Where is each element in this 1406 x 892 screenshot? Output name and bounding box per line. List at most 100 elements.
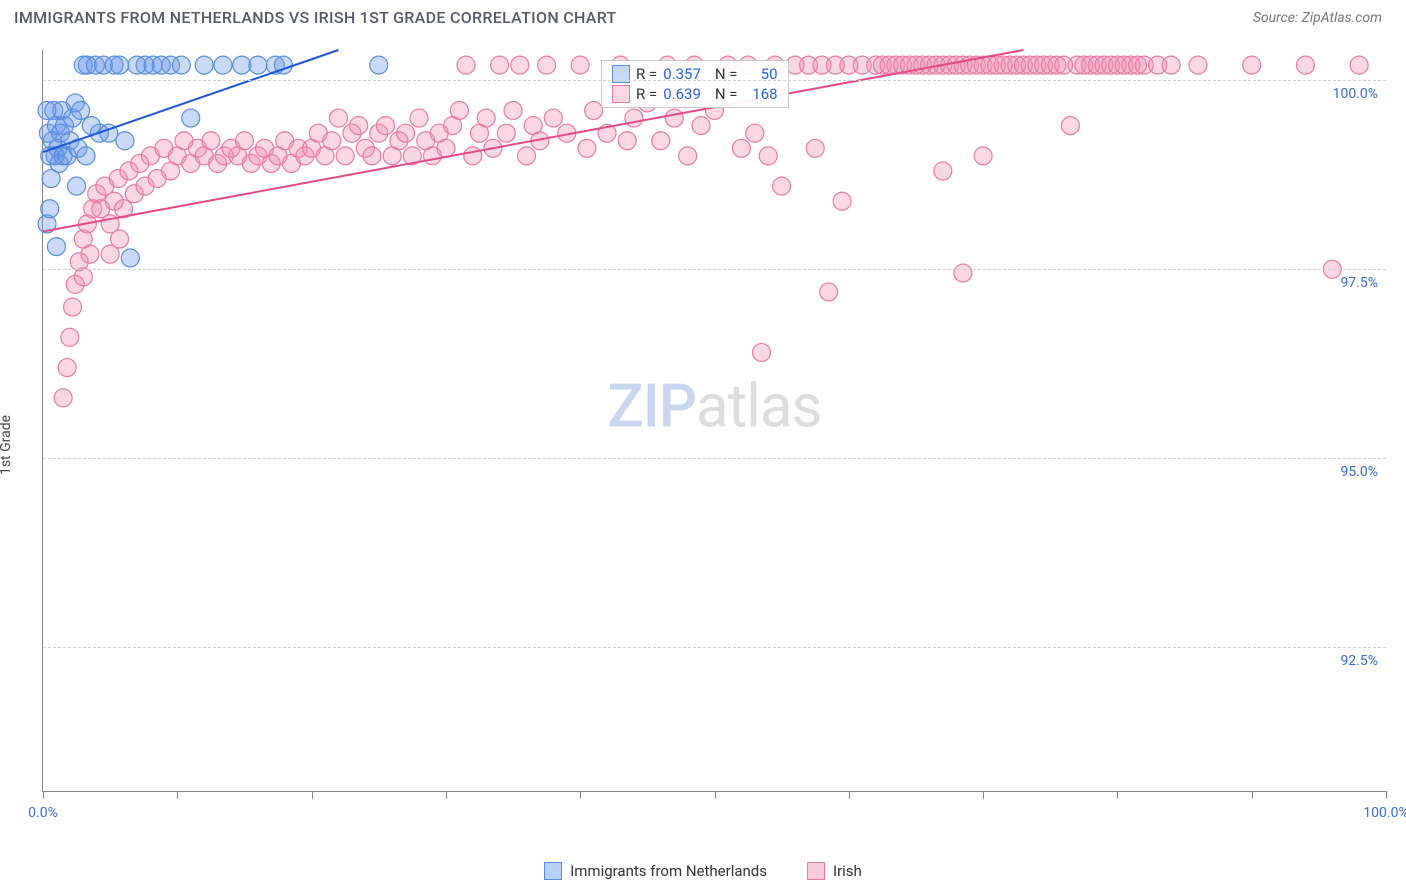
data-point (195, 56, 213, 74)
data-point (578, 139, 596, 157)
y-tick-label: 95.0% (1340, 464, 1378, 480)
source-attribution: Source: ZipAtlas.com (1253, 10, 1382, 26)
legend-n-value: 168 (744, 85, 778, 103)
data-point (652, 132, 670, 150)
data-point (437, 139, 455, 157)
data-point (692, 117, 710, 135)
data-point (323, 132, 341, 150)
data-point (1189, 56, 1207, 74)
data-point (497, 124, 515, 142)
x-tick-label: 0.0% (28, 805, 58, 821)
correlation-legend: R =0.357N =50R =0.639N =168 (601, 60, 789, 108)
data-point (363, 147, 381, 165)
y-tick-label: 100.0% (1333, 86, 1378, 102)
data-point (202, 132, 220, 150)
x-tick (312, 791, 313, 799)
data-point (504, 101, 522, 119)
grid-line (43, 80, 1386, 81)
data-point (746, 124, 764, 142)
data-point (732, 139, 750, 157)
series-legend: Immigrants from Netherlands Irish (0, 862, 1406, 880)
x-tick (580, 791, 581, 799)
legend-r-value: 0.639 (663, 85, 701, 103)
data-point (249, 56, 267, 74)
y-axis-label: 1st Grade (0, 415, 14, 475)
data-point (511, 56, 529, 74)
legend-item: Immigrants from Netherlands (544, 862, 767, 880)
chart-title: IMMIGRANTS FROM NETHERLANDS VS IRISH 1ST… (14, 8, 617, 27)
legend-label: Immigrants from Netherlands (570, 862, 767, 880)
grid-line (43, 458, 1386, 459)
data-point (1350, 56, 1368, 74)
data-point (68, 177, 86, 195)
legend-swatch (807, 862, 825, 880)
data-point (182, 109, 200, 127)
data-point (38, 101, 56, 119)
data-point (464, 147, 482, 165)
data-point (47, 238, 65, 256)
data-point (111, 56, 129, 74)
x-tick-label: 100.0% (1363, 805, 1406, 821)
data-point (625, 109, 643, 127)
data-point (329, 109, 347, 127)
x-tick (1386, 791, 1387, 799)
data-point (235, 132, 253, 150)
data-point (214, 56, 232, 74)
data-point (397, 124, 415, 142)
data-point (172, 56, 190, 74)
x-tick (715, 791, 716, 799)
data-point (111, 230, 129, 248)
data-point (450, 101, 468, 119)
data-point (806, 139, 824, 157)
plot-area: ZIPatlas R =0.357N =50R =0.639N =168 92.… (42, 50, 1386, 792)
x-tick (446, 791, 447, 799)
data-point (64, 298, 82, 316)
legend-label: Irish (833, 862, 862, 880)
data-point (934, 162, 952, 180)
data-point (773, 177, 791, 195)
data-point (517, 147, 535, 165)
x-tick (983, 791, 984, 799)
data-point (679, 147, 697, 165)
data-point (116, 132, 134, 150)
x-tick (849, 791, 850, 799)
data-point (41, 200, 59, 218)
legend-swatch (544, 862, 562, 880)
data-point (58, 359, 76, 377)
data-point (233, 56, 251, 74)
y-tick-label: 97.5% (1340, 275, 1378, 291)
legend-r-label: R = (636, 85, 657, 103)
scatter-svg (43, 50, 1386, 791)
legend-swatch (612, 85, 630, 103)
data-point (544, 109, 562, 127)
legend-row: R = 0.639 N = 168 (612, 85, 778, 103)
data-point (753, 343, 771, 361)
data-point (410, 109, 428, 127)
data-point (61, 328, 79, 346)
data-point (1296, 56, 1314, 74)
data-point (376, 117, 394, 135)
data-point (77, 147, 95, 165)
data-point (585, 101, 603, 119)
data-point (571, 56, 589, 74)
data-point (759, 147, 777, 165)
grid-line (43, 269, 1386, 270)
data-point (81, 245, 99, 263)
data-point (477, 109, 495, 127)
data-point (1162, 56, 1180, 74)
data-point (820, 283, 838, 301)
data-point (833, 192, 851, 210)
data-point (538, 56, 556, 74)
data-point (665, 109, 683, 127)
x-tick (1117, 791, 1118, 799)
x-tick (1252, 791, 1253, 799)
grid-line (43, 647, 1386, 648)
data-point (1061, 117, 1079, 135)
data-point (72, 101, 90, 119)
legend-n-label: N = (715, 85, 738, 103)
data-point (350, 117, 368, 135)
data-point (74, 268, 92, 286)
x-tick (177, 791, 178, 799)
data-point (618, 132, 636, 150)
data-point (336, 147, 354, 165)
